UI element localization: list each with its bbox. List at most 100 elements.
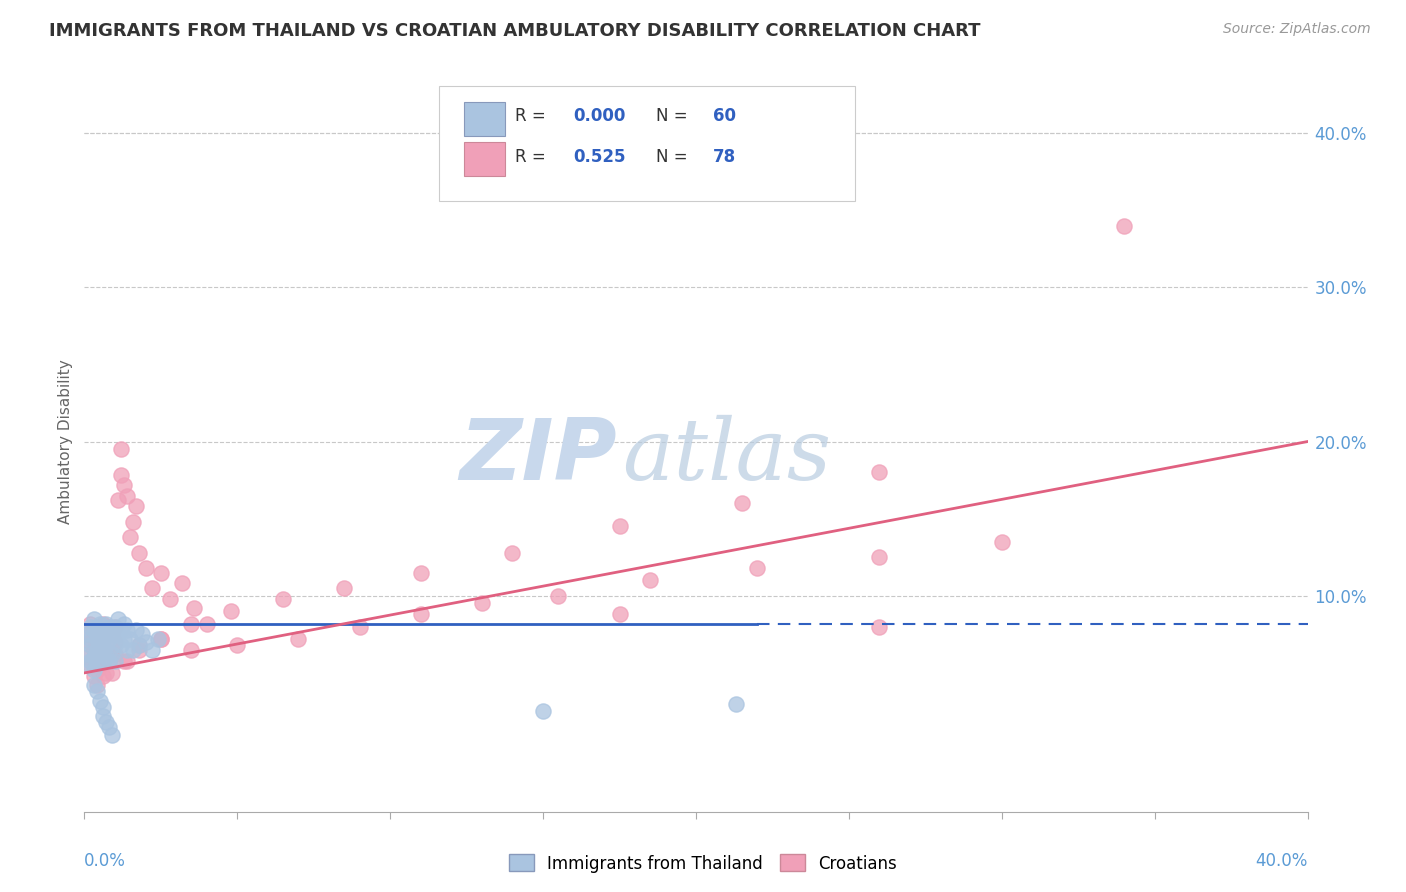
Point [91, 654, 114, 668]
Point [94, 715, 117, 730]
Point [91, 623, 114, 637]
Point [115, 642, 138, 657]
Point [159, 591, 181, 606]
Point [287, 632, 309, 646]
Point [97, 720, 120, 734]
Point [83, 650, 105, 665]
Point [128, 638, 150, 652]
Point [141, 581, 163, 595]
Point [97, 619, 120, 633]
Point [79, 616, 101, 631]
Point [89, 648, 111, 662]
Point [869, 619, 891, 633]
Point [869, 550, 891, 565]
Point [120, 632, 142, 646]
Point [86, 678, 108, 692]
Point [97, 638, 120, 652]
Text: Source: ZipAtlas.com: Source: ZipAtlas.com [1223, 22, 1371, 37]
Point [226, 638, 249, 652]
Point [101, 627, 124, 641]
Point [747, 561, 769, 575]
Point [79, 635, 101, 649]
Point [86, 632, 108, 646]
Point [141, 642, 163, 657]
Point [101, 665, 124, 680]
Point [76, 627, 98, 641]
Point [409, 566, 432, 580]
Text: R =: R = [515, 147, 551, 166]
Point [110, 623, 132, 637]
Point [149, 632, 172, 646]
Point [83, 612, 105, 626]
Point [91, 669, 114, 683]
Point [91, 632, 114, 646]
Point [107, 612, 129, 626]
Point [128, 546, 150, 560]
Point [219, 604, 242, 618]
Point [97, 632, 120, 646]
Point [110, 468, 132, 483]
Point [83, 678, 105, 692]
Text: 0.525: 0.525 [574, 147, 626, 166]
Point [79, 638, 101, 652]
Point [135, 561, 157, 575]
Point [89, 658, 111, 673]
Point [94, 638, 117, 652]
Point [89, 694, 111, 708]
Point [471, 597, 494, 611]
Text: 0.0%: 0.0% [84, 853, 127, 871]
Point [101, 728, 124, 742]
Point [104, 638, 127, 652]
Point [79, 632, 101, 646]
Point [91, 699, 114, 714]
Point [112, 477, 135, 491]
Point [869, 466, 891, 480]
Text: 40.0%: 40.0% [1256, 853, 1308, 871]
Point [76, 650, 98, 665]
Legend: Immigrants from Thailand, Croatians: Immigrants from Thailand, Croatians [502, 847, 904, 880]
Point [86, 650, 108, 665]
Point [115, 654, 138, 668]
Point [125, 623, 148, 637]
Point [110, 442, 132, 457]
Point [149, 566, 172, 580]
Point [120, 530, 142, 544]
Point [991, 534, 1014, 549]
Point [89, 654, 111, 668]
Point [531, 705, 554, 719]
Point [131, 627, 153, 641]
Point [76, 648, 98, 662]
Text: N =: N = [655, 147, 693, 166]
Point [101, 648, 124, 662]
Text: N =: N = [655, 107, 693, 125]
Point [135, 635, 157, 649]
Point [97, 654, 120, 668]
Text: 0.000: 0.000 [574, 107, 626, 125]
Point [122, 515, 145, 529]
Point [89, 627, 111, 641]
Text: ZIP: ZIP [458, 415, 616, 498]
Point [104, 654, 127, 668]
Point [91, 616, 114, 631]
Point [122, 642, 145, 657]
Point [86, 642, 108, 657]
Point [638, 574, 661, 588]
Point [86, 663, 108, 677]
Point [94, 632, 117, 646]
Point [89, 642, 111, 657]
Point [609, 607, 631, 622]
Point [128, 642, 150, 657]
Point [271, 591, 294, 606]
Point [83, 663, 105, 677]
Text: R =: R = [515, 107, 551, 125]
Point [89, 627, 111, 641]
Point [94, 648, 117, 662]
Point [112, 616, 135, 631]
Point [94, 650, 117, 665]
Point [112, 654, 135, 668]
Point [94, 665, 117, 680]
Point [94, 616, 117, 631]
Point [104, 619, 127, 633]
Text: 78: 78 [713, 147, 737, 166]
Point [172, 576, 194, 591]
